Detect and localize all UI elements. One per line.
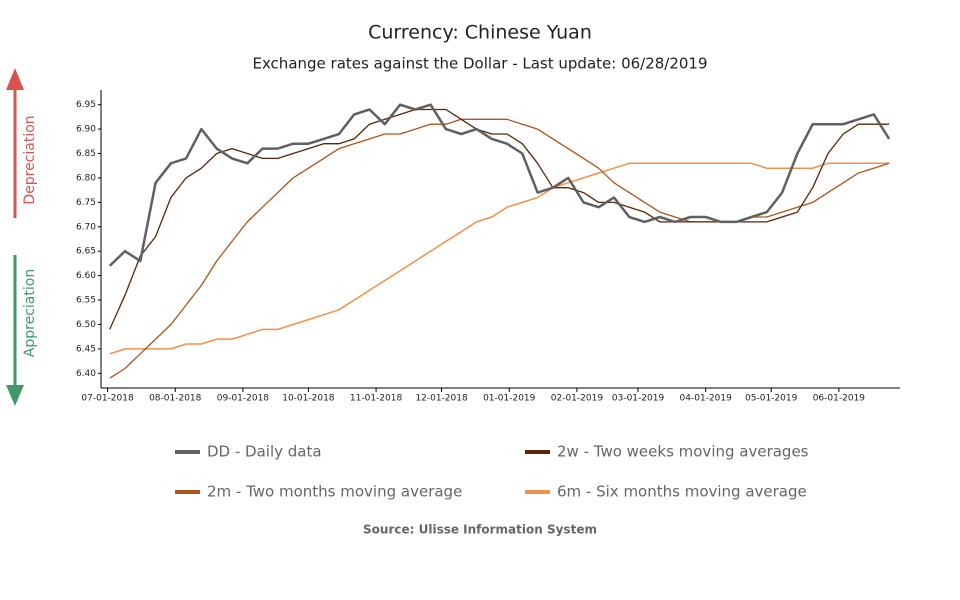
legend-label: DD - Daily data (207, 443, 322, 461)
chart-title: Currency: Chinese Yuan (368, 22, 592, 44)
y-tick-label: 6.50 (76, 320, 96, 330)
y-tick-label: 6.40 (76, 369, 96, 379)
y-tick-label: 6.85 (76, 149, 96, 159)
depreciation-arrowhead (6, 68, 24, 90)
y-tick-label: 6.65 (76, 247, 96, 257)
y-tick-label: 6.60 (76, 271, 96, 281)
x-tick-label: 12-01-2018 (415, 394, 468, 404)
x-tick-label: 03-01-2019 (612, 394, 665, 404)
y-tick-label: 6.70 (76, 222, 96, 232)
x-tick-label: 10-01-2018 (282, 394, 335, 404)
y-tick-label: 6.45 (76, 344, 96, 354)
depreciation-label: Depreciation (22, 115, 38, 204)
series-line (109, 118, 890, 379)
legend-label: 2w - Two weeks moving averages (557, 443, 809, 461)
legend-label: 6m - Six months moving average (557, 483, 807, 501)
source: Source: Ulisse Information System (363, 523, 597, 537)
x-tick-label: 04-01-2019 (680, 394, 733, 404)
x-tick-label: 11-01-2018 (350, 394, 403, 404)
y-tick-label: 6.55 (76, 296, 96, 306)
y-tick-label: 6.95 (76, 100, 96, 110)
x-tick-label: 02-01-2019 (551, 394, 604, 404)
chart-subtitle: Exchange rates against the Dollar - Last… (252, 55, 707, 73)
x-tick-label: 01-01-2019 (483, 394, 536, 404)
series-line (109, 162, 890, 355)
appreciation-arrowhead (6, 385, 24, 406)
x-tick-label: 09-01-2018 (217, 394, 270, 404)
series-line (108, 103, 891, 267)
y-tick-label: 6.80 (76, 173, 96, 183)
x-tick-label: 06-01-2019 (813, 394, 866, 404)
y-tick-label: 6.90 (76, 125, 96, 135)
series-line (109, 108, 890, 330)
x-tick-label: 08-01-2018 (149, 394, 202, 404)
x-tick-label: 05-01-2019 (745, 394, 798, 404)
appreciation-label: Appreciation (22, 269, 38, 357)
x-tick-label: 07-01-2018 (81, 394, 134, 404)
y-tick-label: 6.75 (76, 198, 96, 208)
legend-label: 2m - Two months moving average (207, 483, 462, 501)
